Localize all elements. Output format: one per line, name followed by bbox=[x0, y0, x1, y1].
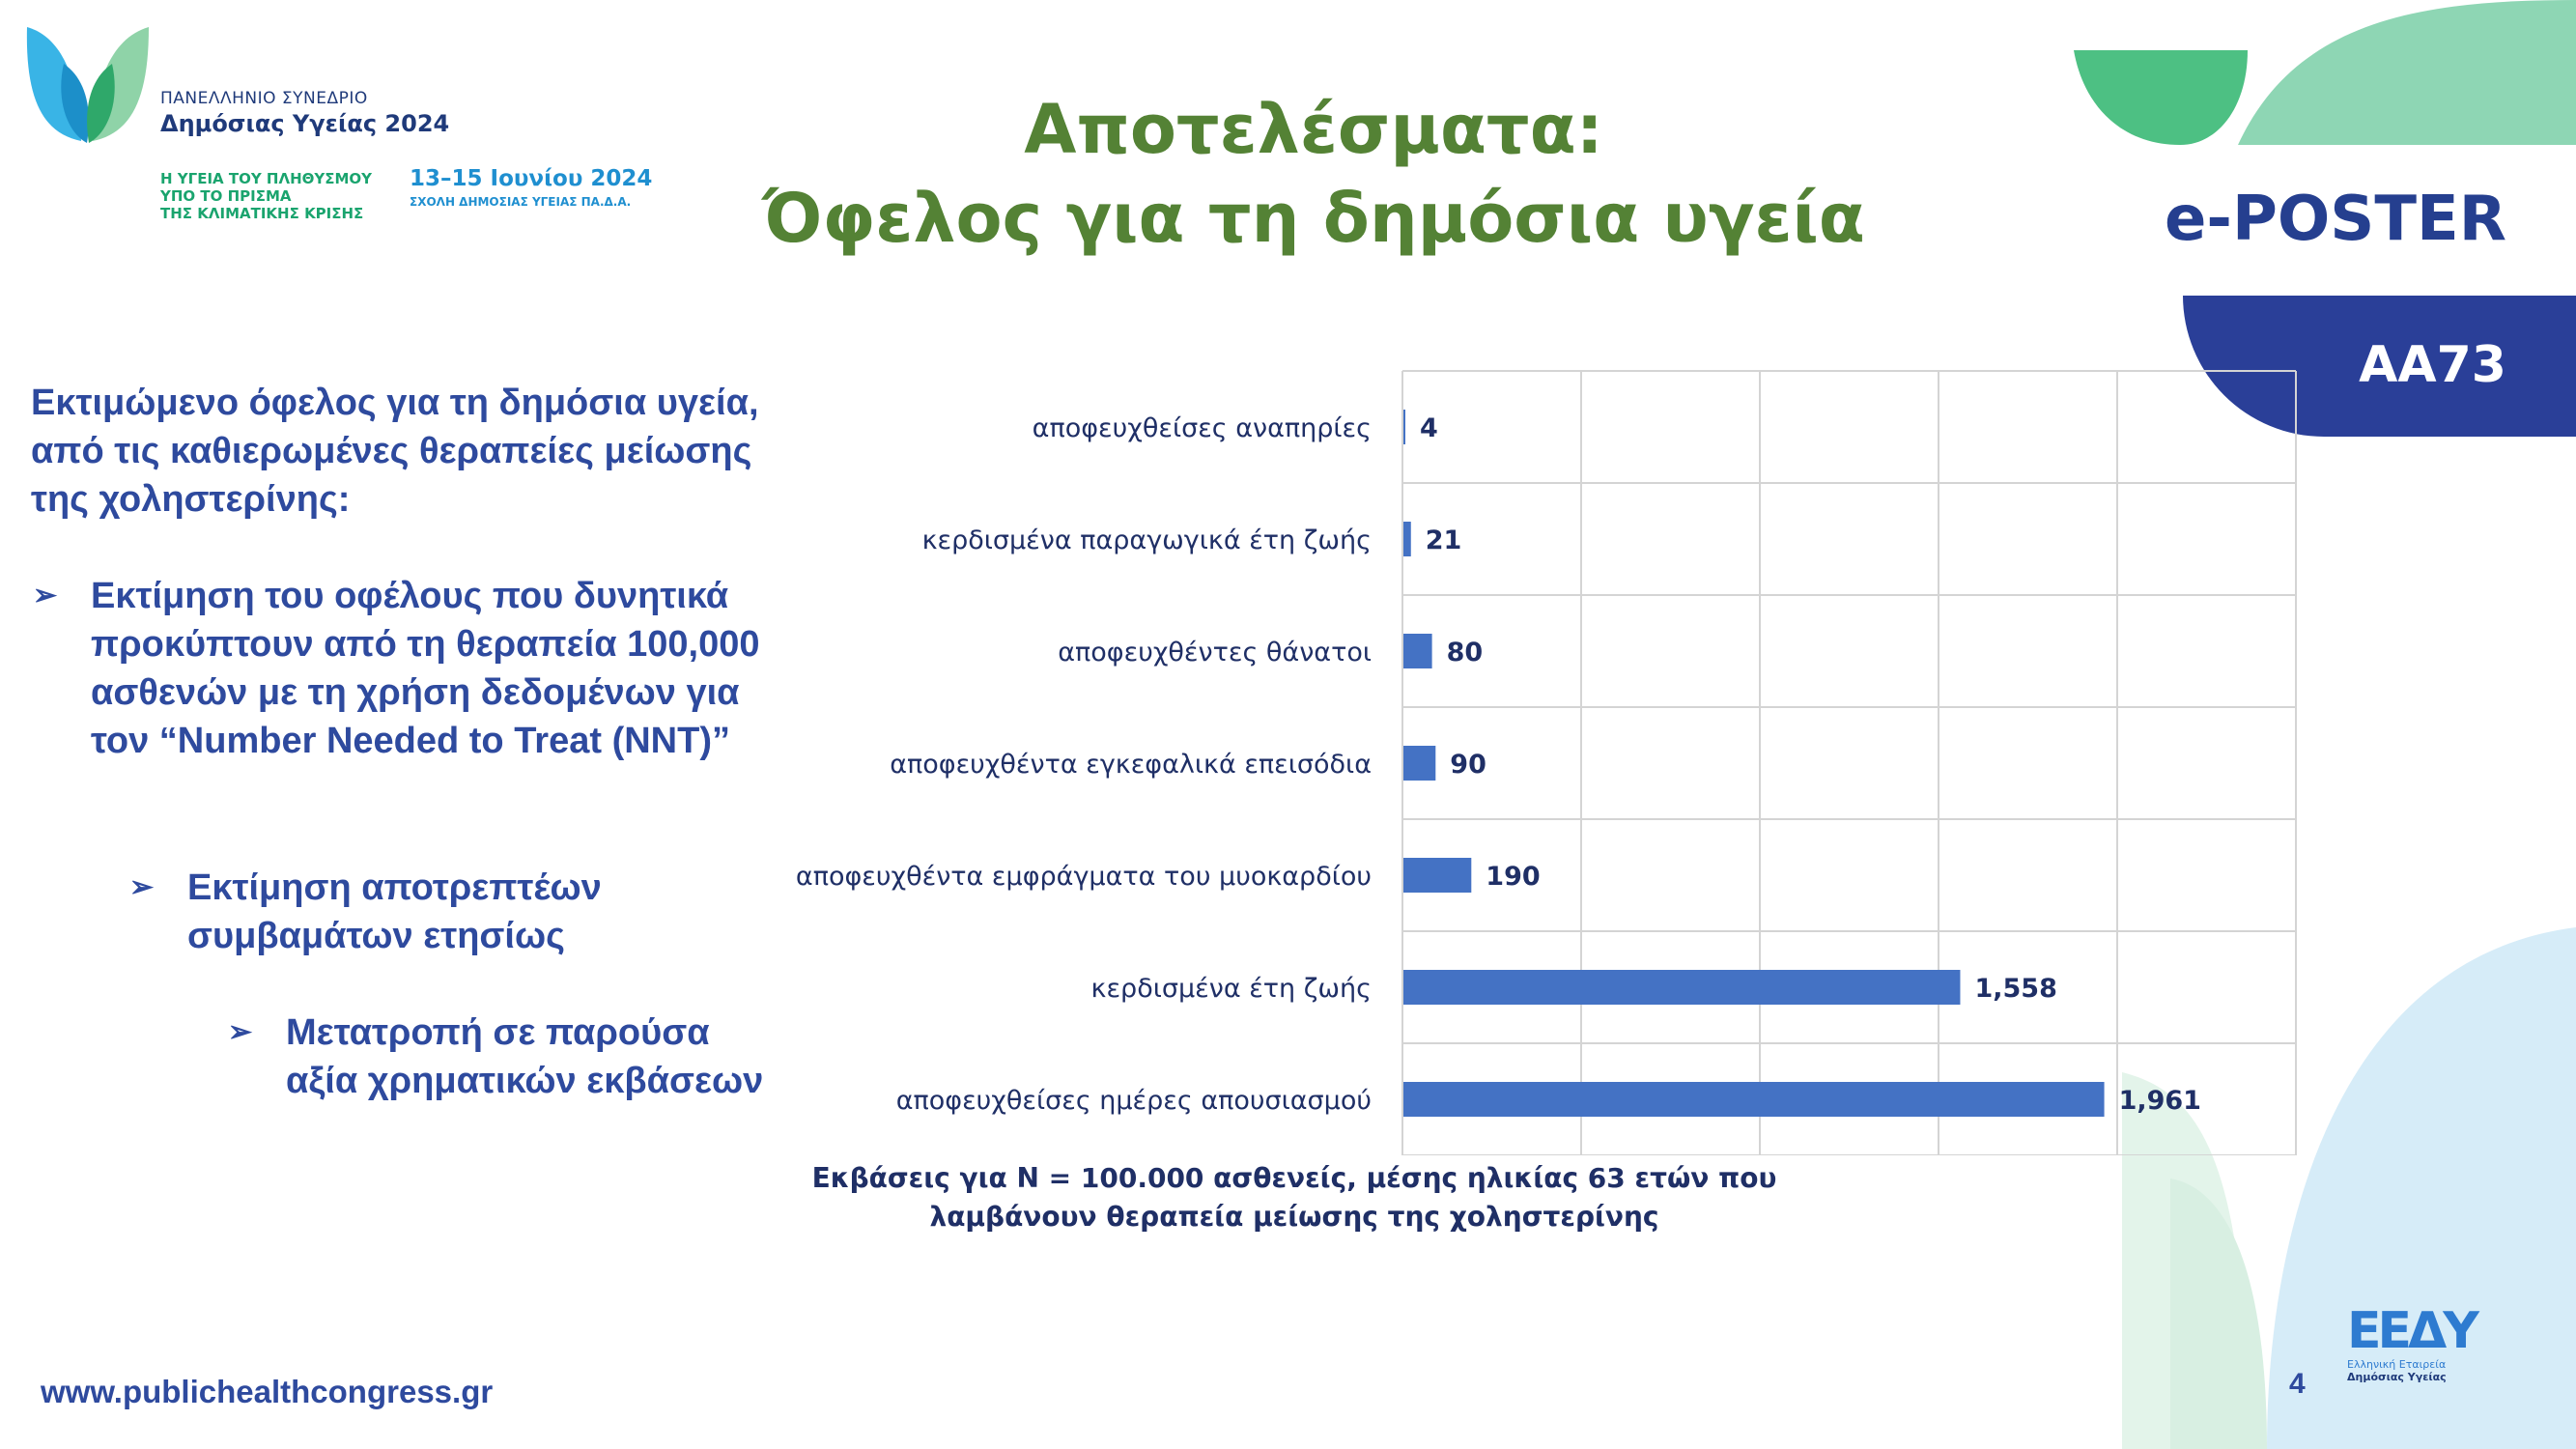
data-label: 80 bbox=[1447, 638, 1484, 668]
congress-line1: ΠΑΝΕΛΛΗΝΙΟ ΣΥΝΕΔΡΙΟ bbox=[160, 89, 368, 108]
congress-line2: Δημόσιας Υγείας 2024 bbox=[160, 110, 450, 137]
bar bbox=[1403, 1082, 2105, 1117]
bullet-text: Εκτίμηση αποτρεπτέων συμβαμάτων ετησίως bbox=[187, 867, 602, 956]
arrow-bullet-icon: ➢ bbox=[33, 580, 58, 611]
data-label: 21 bbox=[1426, 526, 1462, 555]
poster-code-tab bbox=[2183, 296, 2576, 437]
intro-text: Εκτιμώμενο όφελος για τη δημόσια υγεία, … bbox=[31, 383, 759, 520]
sponsor-line2: Δημόσιας Υγείας bbox=[2347, 1371, 2447, 1383]
category-label: αποφευχθέντα εμφράγματα του μυοκαρδίου bbox=[796, 862, 1372, 892]
title-line1: Αποτελέσματα: bbox=[1024, 90, 1603, 169]
congress-tagline: Η ΥΓΕΙΑ ΤΟΥ ΠΛΗΘΥΣΜΟΥ ΥΠΟ ΤΟ ΠΡΙΣΜΑ ΤΗΣ … bbox=[160, 170, 372, 222]
arrow-bullet-icon: ➢ bbox=[228, 1016, 253, 1048]
decorative-shapes-bottom bbox=[2122, 927, 2576, 1449]
bar bbox=[1403, 970, 1961, 1005]
bar bbox=[1403, 746, 1436, 781]
chart-caption: Εκβάσεις για Ν = 100.000 ασθενείς, μέσης… bbox=[792, 1159, 1797, 1236]
bar bbox=[1403, 634, 1432, 668]
caption-line: λαμβάνουν θεραπεία μείωσης της χοληστερί… bbox=[929, 1201, 1659, 1233]
page-number: 4 bbox=[2289, 1368, 2306, 1400]
leaf-logo-icon bbox=[26, 27, 149, 143]
bar bbox=[1403, 410, 1405, 444]
bullet-text: Εκτίμηση του οφέλους που δυνητικά προκύπ… bbox=[91, 576, 760, 761]
page-title: Αποτελέσματα: Όφελος για τη δημόσια υγεί… bbox=[734, 85, 1893, 263]
category-label: αποφευχθέντες θάνατοι bbox=[1058, 638, 1372, 668]
tagline-line: ΥΠΟ ΤΟ ΠΡΙΣΜΑ bbox=[160, 187, 292, 205]
data-label: 90 bbox=[1450, 750, 1486, 780]
sponsor-line1: Ελληνική Εταιρεία bbox=[2347, 1358, 2447, 1371]
bullet-item: ➢ Μετατροπή σε παρούσα αξία χρηματικών ε… bbox=[228, 1009, 769, 1105]
footer-url: www.publichealthcongress.gr bbox=[41, 1374, 494, 1409]
congress-name: ΠΑΝΕΛΛΗΝΙΟ ΣΥΝΕΔΡΙΟ Δημόσιας Υγείας 2024 bbox=[160, 89, 449, 137]
congress-school: ΣΧΟΛΗ ΔΗΜΟΣΙΑΣ ΥΓΕΙΑΣ ΠΑ.Δ.Α. bbox=[410, 195, 632, 209]
data-label: 1,961 bbox=[2119, 1086, 2201, 1116]
congress-dates: 13–15 Ιουνίου 2024 ΣΧΟΛΗ ΔΗΜΟΣΙΑΣ ΥΓΕΙΑΣ… bbox=[410, 166, 652, 209]
poster-code: AA73 bbox=[2359, 336, 2506, 394]
data-label: 1,558 bbox=[1974, 974, 2056, 1004]
category-label: αποφευχθέντα εγκεφαλικά επεισόδια bbox=[890, 750, 1372, 780]
tagline-line: Η ΥΓΕΙΑ ΤΟΥ ΠΛΗΘΥΣΜΟΥ bbox=[160, 170, 373, 187]
sponsor-logo: ΕΕΔΥ Ελληνική Εταιρεία Δημόσιας Υγείας bbox=[2347, 1306, 2482, 1383]
category-label: αποφευχθείσες ημέρες απουσιασμού bbox=[896, 1086, 1372, 1116]
bar-chart: 4 αποφευχθείσες αναπηρίες 21 κερδισμένα παρ… bbox=[796, 370, 2297, 1155]
data-label: 190 bbox=[1486, 862, 1540, 892]
data-label: 4 bbox=[1420, 413, 1438, 443]
caption-line: Εκβάσεις για Ν = 100.000 ασθενείς, μέσης… bbox=[811, 1162, 1777, 1194]
arrow-bullet-icon: ➢ bbox=[129, 871, 155, 903]
congress-date-range: 13–15 Ιουνίου 2024 bbox=[410, 166, 653, 191]
bar bbox=[1403, 522, 1411, 556]
category-label: κερδισμένα έτη ζωής bbox=[1091, 974, 1372, 1004]
category-label: κερδισμένα παραγωγικά έτη ζωής bbox=[922, 526, 1372, 555]
title-line2: Όφελος για τη δημόσια υγεία bbox=[762, 179, 1865, 258]
eposter-label: e-POSTER bbox=[2164, 184, 2506, 255]
sponsor-mark: ΕΕΔΥ bbox=[2347, 1302, 2479, 1360]
bullet-text: Μετατροπή σε παρούσα αξία χρηματικών εκβ… bbox=[286, 1012, 764, 1101]
tagline-line: ΤΗΣ ΚΛΙΜΑΤΙΚΗΣ ΚΡΙΣΗΣ bbox=[160, 205, 364, 222]
category-label: αποφευχθείσες αναπηρίες bbox=[1033, 413, 1372, 443]
bullet-item: ➢ Εκτίμηση αποτρεπτέων συμβαμάτων ετησίω… bbox=[129, 864, 767, 960]
bullet-item: ➢ Εκτίμηση του οφέλους που δυνητικά προκ… bbox=[33, 572, 767, 765]
decorative-leaves-top bbox=[2074, 0, 2576, 145]
congress-logo: ΠΑΝΕΛΛΗΝΙΟ ΣΥΝΕΔΡΙΟ Δημόσιας Υγείας 2024… bbox=[25, 25, 701, 238]
bar bbox=[1403, 858, 1472, 893]
